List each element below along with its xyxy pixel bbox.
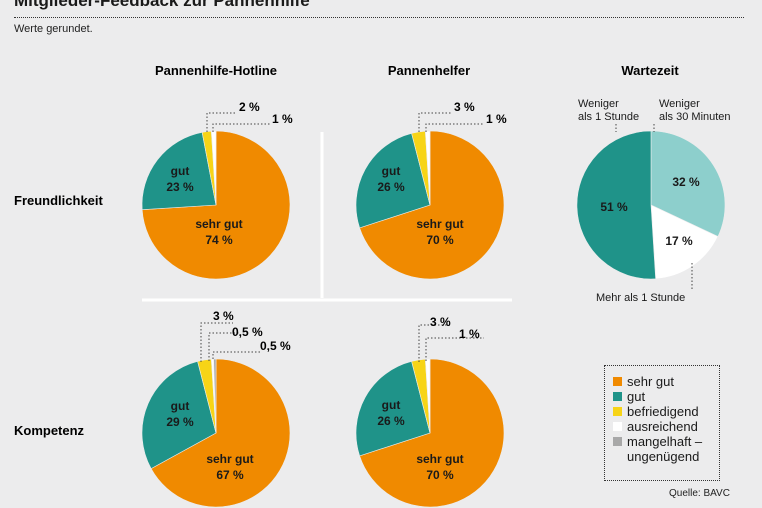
leader-line (208, 332, 240, 361)
leader-line (212, 123, 270, 132)
legend-item-mangelhaft: mangelhaft – ungenügend (613, 434, 713, 464)
column-title-pannenhelfer: Pannenhelfer (388, 63, 470, 78)
leader-line (206, 112, 237, 132)
slice-label: sehr gut (206, 452, 253, 466)
pie-slice-gut (355, 360, 431, 457)
pie-slice-gut (141, 131, 217, 210)
pie-slice-wartezeit-lt1h (576, 130, 656, 280)
data-label: 23 % (166, 180, 194, 194)
slice-label: gut (382, 398, 401, 412)
title-divider (14, 17, 744, 18)
row-title-kompetenz: Kompetenz (14, 423, 85, 438)
legend-item-ausreichend: ausreichend (613, 419, 713, 434)
data-label: 26 % (377, 414, 405, 428)
leader-line (418, 324, 452, 362)
slice-label: gut (382, 164, 401, 178)
data-label: 26 % (377, 180, 405, 194)
pie-hotline-kompetenz (141, 358, 291, 508)
pie-slice-sehr-gut (359, 358, 505, 508)
legend-swatch (613, 422, 622, 431)
data-label: 1 % (486, 112, 507, 126)
pie-slice-gut (355, 132, 431, 229)
data-label: 3 % (430, 315, 451, 329)
pie-slice-ausreichend (211, 130, 217, 206)
leader-line (200, 322, 233, 362)
page-title: Mitglieder-Feedback zur Pannenhilfe (14, 0, 310, 10)
page-subtitle: Werte gerundet. (14, 23, 93, 35)
data-label: 3 % (213, 309, 234, 323)
pie-wartezeit (576, 130, 726, 280)
leader-lines (200, 112, 693, 362)
leader-line (212, 351, 260, 359)
data-label: 29 % (166, 415, 194, 429)
legend-label: ausreichend (627, 419, 698, 434)
slice-label: sehr gut (195, 217, 242, 231)
column-title-wartezeit: Wartezeit (621, 63, 679, 78)
data-label: 2 % (239, 100, 260, 114)
data-label: 1 % (459, 327, 480, 341)
slice-label: gut (171, 164, 190, 178)
pie-slice-gut (141, 360, 217, 470)
slice-label: Weniger als 1 Stunde (578, 98, 639, 123)
data-label: 67 % (216, 468, 244, 482)
pie-slice-wartezeit-gt1h (650, 204, 719, 280)
slice-label: gut (171, 399, 190, 413)
slice-label: sehr gut (416, 217, 463, 231)
legend-item-befriedigend: befriedigend (613, 404, 713, 419)
row-title-freundlichkeit: Freundlichkeit (14, 193, 104, 208)
data-label: 1 % (272, 112, 293, 126)
leader-line (418, 112, 452, 132)
pie-hotline-freundlichkeit (141, 130, 291, 280)
data-label: 0,5 % (260, 339, 291, 353)
legend-label: gut (627, 389, 646, 404)
data-label: 74 % (205, 233, 233, 247)
pie-slice-sehr-gut (150, 358, 291, 508)
leader-line (425, 123, 484, 132)
pie-slice-sehr-gut (359, 130, 505, 280)
legend-item-gut: gut (613, 389, 713, 404)
legend-swatch (613, 437, 622, 446)
pie-slice-wartezeit-lt30 (650, 130, 726, 237)
pie-slice-mangelhaft (213, 358, 217, 434)
legend-label: sehr gut (627, 374, 674, 389)
slice-label: Mehr als 1 Stunde (596, 292, 685, 304)
pie-slice-ausreichend (425, 130, 431, 206)
data-label: 70 % (426, 233, 454, 247)
pie-pannenhelfer-freundlichkeit (355, 130, 505, 280)
data-label: 0,5 % (232, 325, 263, 339)
pie-slice-ausreichend (425, 358, 431, 434)
data-label: 32 % (672, 175, 700, 189)
source-note: Quelle: BAVC (669, 488, 730, 499)
legend-label: befriedigend (627, 404, 699, 419)
column-title-hotline: Pannenhilfe-Hotline (155, 63, 277, 78)
legend-swatch (613, 392, 622, 401)
data-label: 51 % (600, 200, 628, 214)
legend-item-sehr-gut: sehr gut (613, 374, 713, 389)
legend-label: mangelhaft – ungenügend (627, 434, 703, 464)
data-label: 3 % (454, 100, 475, 114)
legend: sehr gut gut befriedigend ausreichend mangel… (604, 365, 720, 481)
slice-label: sehr gut (416, 452, 463, 466)
legend-swatch (613, 407, 622, 416)
data-label: 70 % (426, 468, 454, 482)
data-label: 17 % (665, 234, 693, 248)
legend-swatch (613, 377, 622, 386)
pie-pannenhelfer-kompetenz (355, 358, 505, 508)
leader-line (425, 337, 484, 361)
slice-label: Weniger als 30 Minuten (659, 98, 731, 123)
